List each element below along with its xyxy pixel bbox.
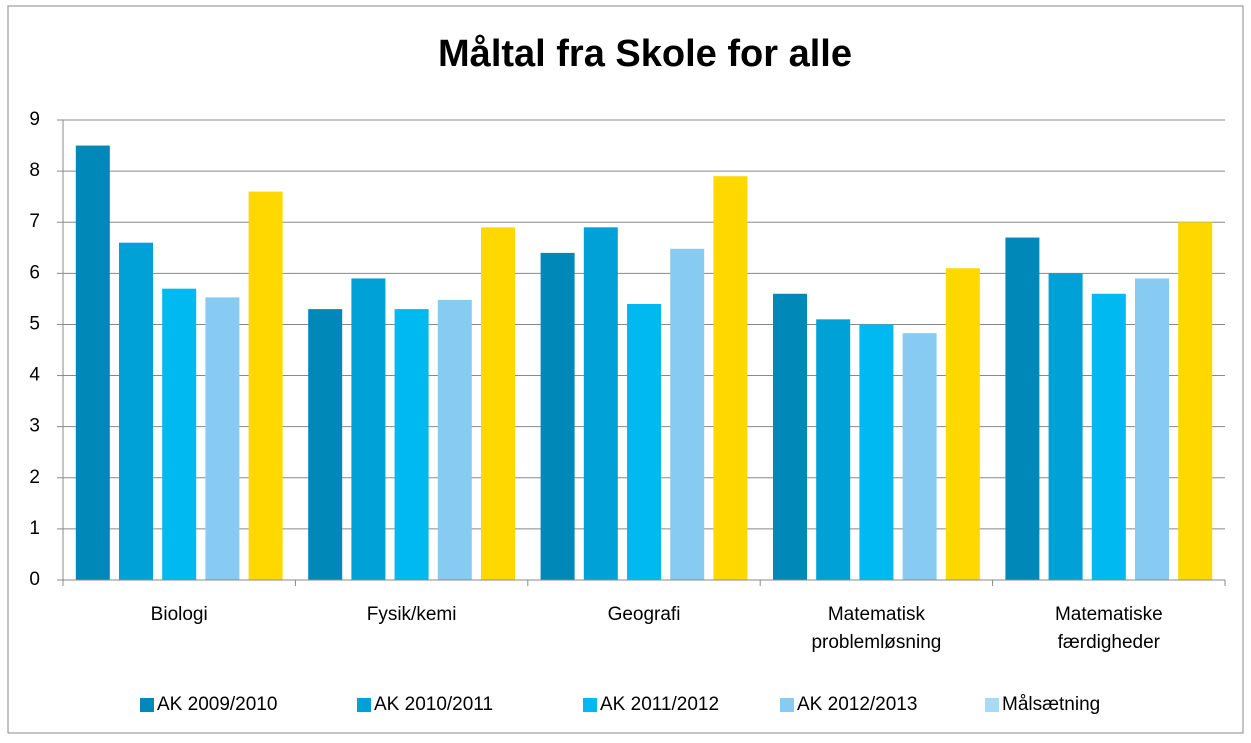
bar — [394, 309, 429, 580]
bar — [945, 268, 980, 580]
bar — [119, 242, 153, 580]
y-tick-label: 0 — [29, 569, 40, 590]
legend-label: AK 2010/2011 — [374, 694, 493, 715]
y-tick-label: 8 — [29, 160, 40, 181]
legend-label: AK 2009/2010 — [157, 694, 277, 715]
bar — [902, 333, 937, 580]
bar — [481, 227, 515, 581]
legend-swatch — [985, 698, 999, 712]
chart-title: Måltal fra Skole for alle — [438, 33, 852, 75]
bar — [205, 297, 240, 580]
y-tick-label: 1 — [29, 518, 40, 539]
bar — [1135, 278, 1169, 580]
legend-label: AK 2011/2012 — [600, 694, 719, 715]
bar — [162, 288, 197, 580]
bar — [816, 319, 851, 580]
bar — [248, 191, 283, 581]
bar — [1048, 273, 1083, 580]
bar — [75, 145, 110, 581]
bar — [670, 248, 705, 581]
bar — [308, 309, 343, 580]
x-tick-label: Matematisk problemløsning — [811, 604, 941, 653]
x-tick-label: Matematiske færdigheder — [1055, 604, 1163, 653]
y-tick-label: 6 — [29, 262, 40, 283]
bar — [351, 278, 386, 580]
x-tick-label: Geografi — [608, 604, 681, 625]
legend-swatch — [583, 698, 597, 712]
bar — [1005, 237, 1040, 581]
y-tick-label: 3 — [29, 416, 40, 437]
y-tick-label: 4 — [29, 365, 40, 386]
legend-label: AK 2012/2013 — [797, 694, 917, 715]
legend-swatch — [140, 698, 154, 712]
legend-swatch — [357, 698, 371, 712]
x-tick-label: Biologi — [151, 604, 208, 625]
x-tick-label: Fysik/kemi — [367, 604, 457, 625]
y-tick-label: 5 — [29, 313, 40, 334]
legend-swatch — [780, 698, 794, 712]
bar — [859, 324, 894, 580]
bar — [773, 293, 807, 580]
legend-label: Målsætning — [1002, 694, 1100, 715]
bar — [437, 299, 472, 580]
bar — [540, 252, 575, 580]
bar — [627, 304, 661, 580]
bar — [713, 176, 748, 580]
y-tick-label: 2 — [29, 467, 40, 488]
y-tick-label: 9 — [29, 109, 40, 130]
bar — [1091, 293, 1126, 580]
y-tick-label: 7 — [29, 211, 40, 232]
bar — [1178, 222, 1213, 580]
bar — [583, 227, 618, 581]
